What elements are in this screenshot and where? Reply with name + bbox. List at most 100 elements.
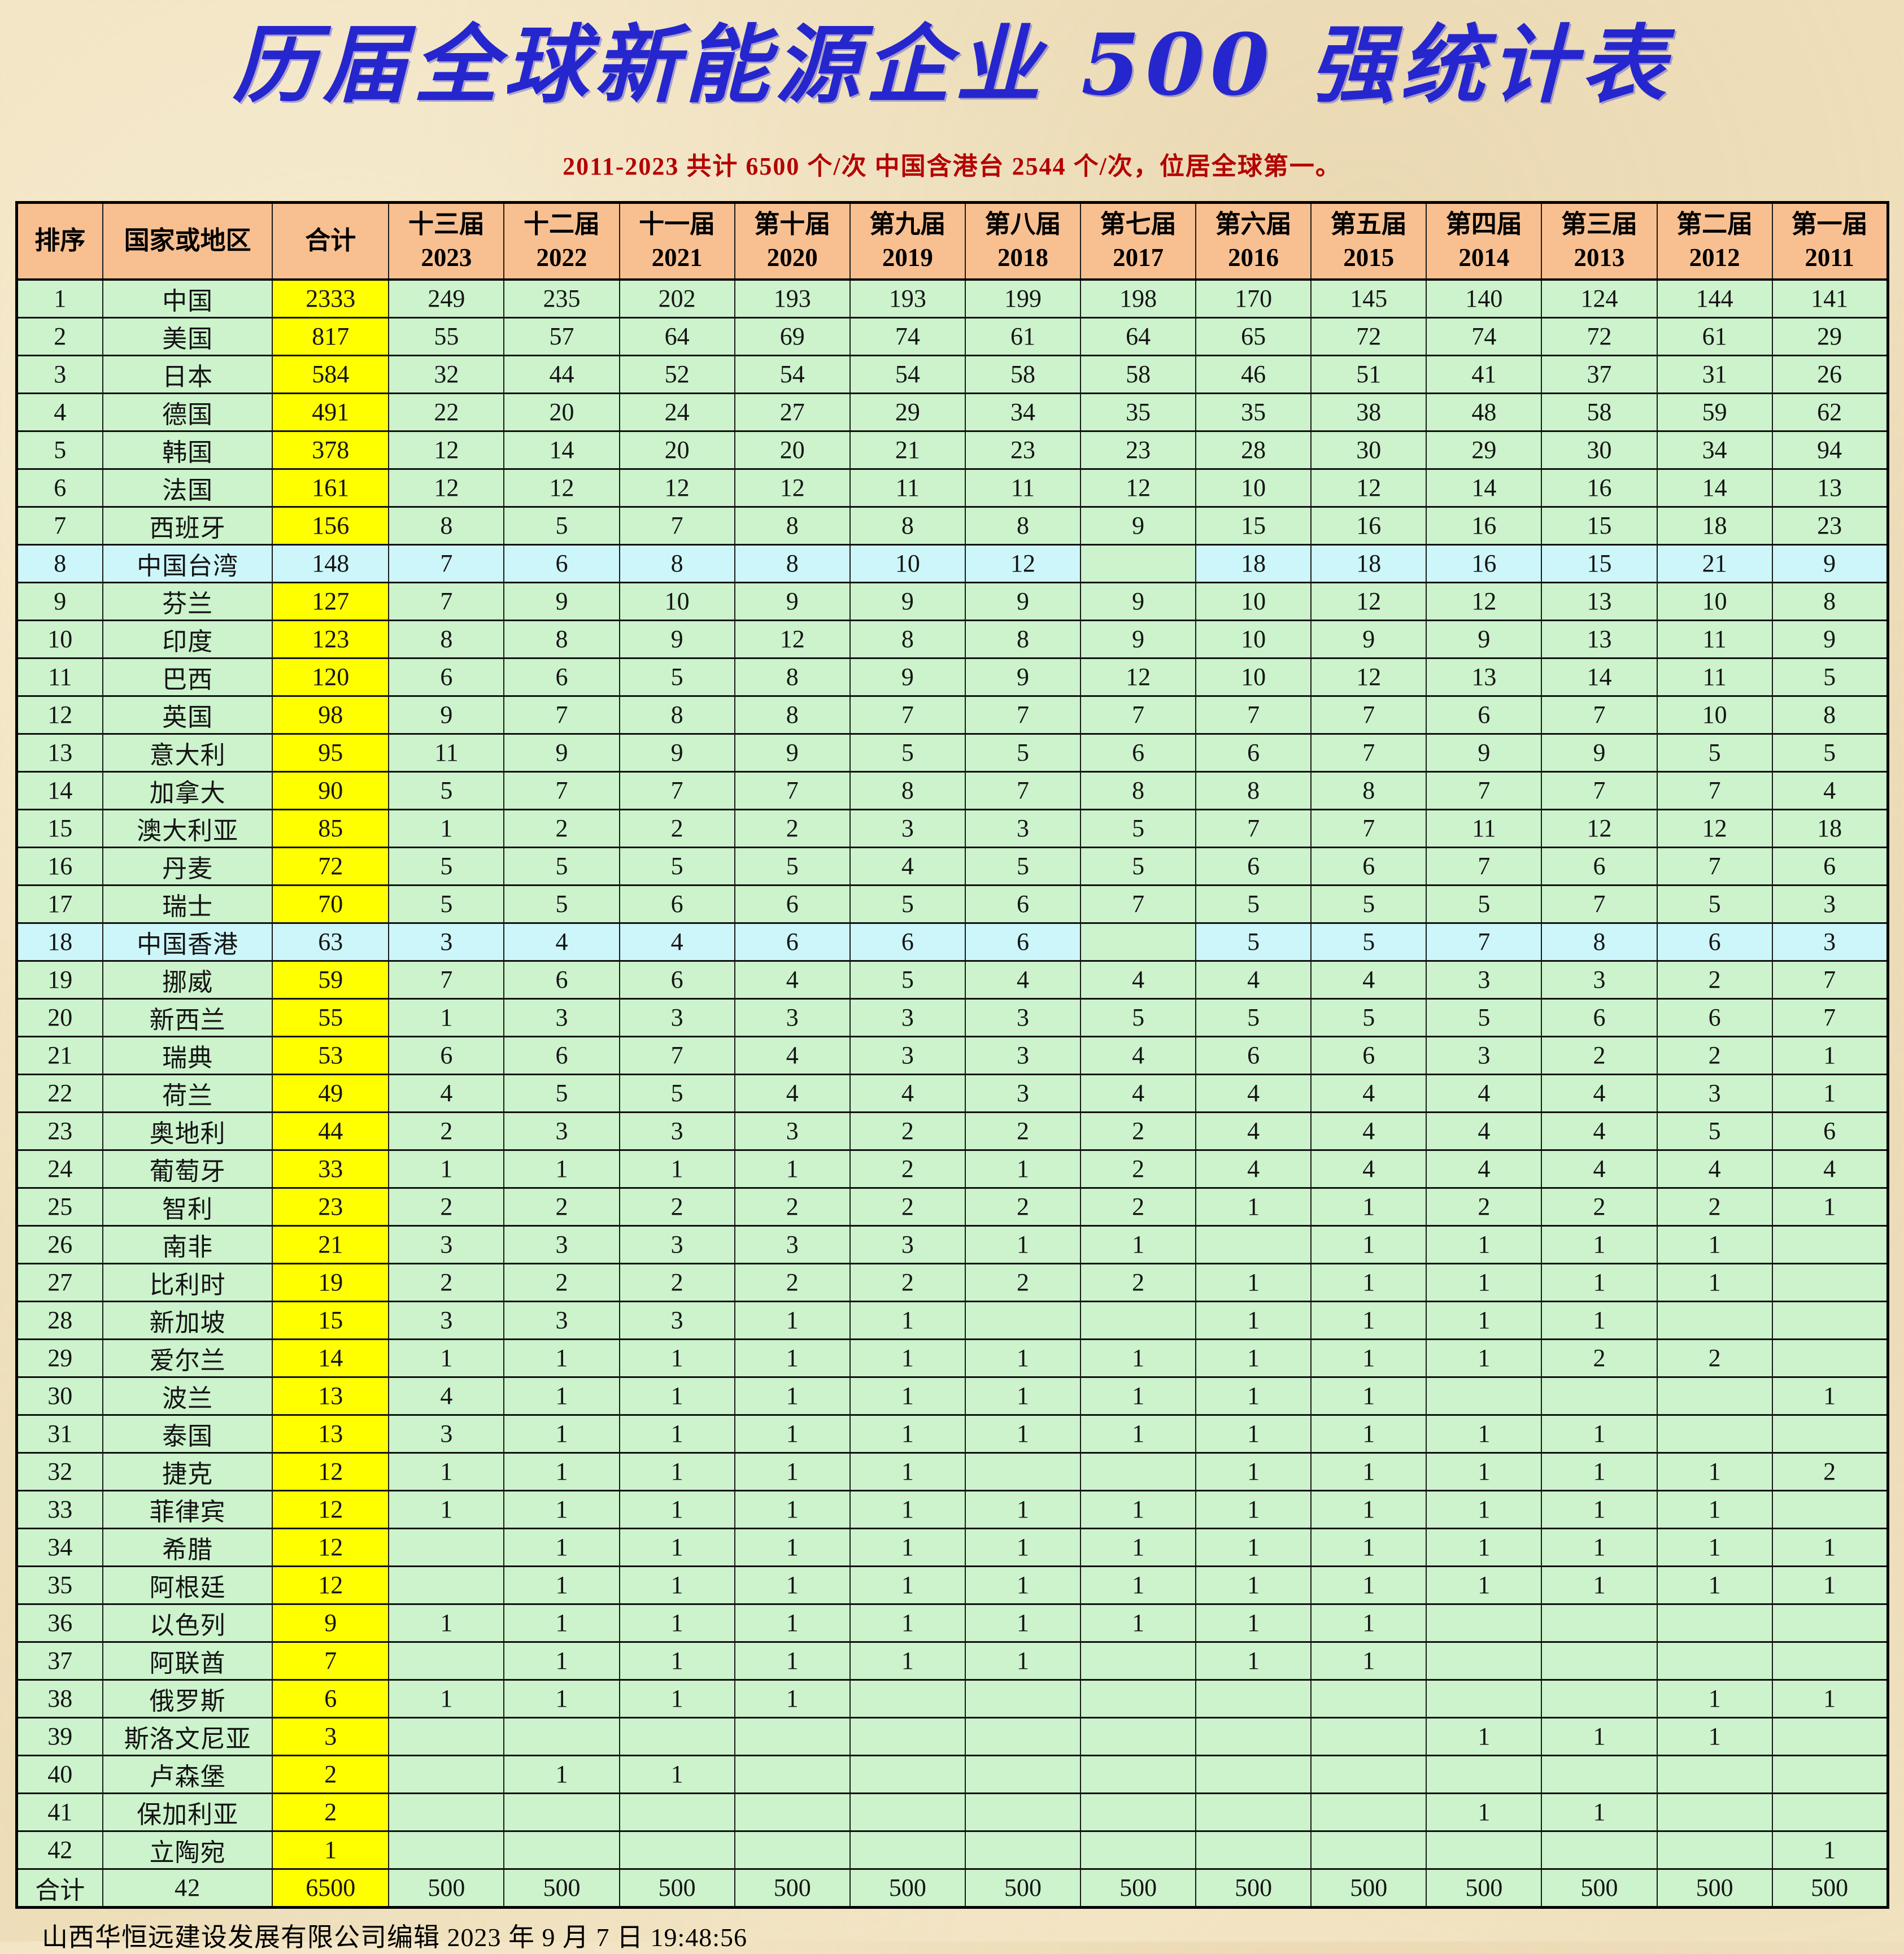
value-cell [1080, 1641, 1197, 1681]
rank-cell: 28 [15, 1300, 104, 1340]
value-cell: 1 [1426, 1451, 1543, 1491]
value-cell: 1 [964, 1338, 1082, 1378]
header-row: 排序 国家或地区 合计 十三届 2023 十二届 2022 十一届 2021 第十届 2020 第九届… [15, 201, 1889, 281]
value-cell [1195, 1792, 1312, 1832]
table-row: 3 日本 584 32 44 52 54 54 58 58 46 51 41 37 31 26 [15, 354, 1889, 394]
value-cell: 4 [388, 1073, 505, 1113]
value-cell: 1 [1310, 1262, 1427, 1302]
rank-cell: 27 [15, 1262, 104, 1302]
value-cell: 5 [618, 846, 735, 886]
rank-cell: 40 [15, 1754, 104, 1794]
value-cell: 4 [1541, 1111, 1658, 1151]
value-cell: 6 [1195, 732, 1312, 773]
value-cell: 2 [1080, 1149, 1197, 1189]
value-cell [1080, 1830, 1197, 1870]
table-row: 27 比利时 19 2 2 2 2 2 2 2 1 1 1 1 1 [15, 1262, 1889, 1302]
value-cell: 1 [1771, 1376, 1889, 1416]
value-cell: 8 [849, 770, 966, 810]
value-cell [964, 1678, 1082, 1719]
value-cell: 198 [1080, 278, 1197, 319]
value-cell: 1 [849, 1527, 966, 1567]
value-cell: 7 [1310, 695, 1427, 735]
total-cell: 44 [272, 1111, 390, 1151]
value-cell [849, 1792, 966, 1832]
rank-cell: 1 [15, 278, 104, 319]
value-cell: 6 [964, 922, 1082, 962]
value-cell: 2 [503, 1187, 620, 1227]
value-cell: 15 [1541, 543, 1658, 583]
value-cell [618, 1792, 735, 1832]
country-cell: 中国香港 [102, 922, 273, 962]
value-cell: 27 [734, 392, 851, 432]
value-cell: 500 [1426, 1868, 1543, 1908]
table-row: 28 新加坡 15 3 3 3 1 1 1 1 1 1 [15, 1300, 1889, 1340]
value-cell: 145 [1310, 278, 1427, 319]
total-cell: 123 [272, 619, 390, 659]
col-header-2020: 第十届 2020 [734, 201, 851, 281]
value-cell: 1 [1656, 1224, 1773, 1264]
value-cell: 1 [849, 1641, 966, 1681]
value-cell: 69 [734, 316, 851, 356]
value-cell [1195, 1678, 1312, 1719]
country-cell: 捷克 [102, 1451, 273, 1491]
rank-cell: 20 [15, 997, 104, 1037]
value-cell: 8 [964, 505, 1082, 546]
value-cell: 2 [1656, 1338, 1773, 1378]
value-cell: 7 [849, 695, 966, 735]
table-row: 12 英国 98 9 7 8 8 7 7 7 7 7 6 7 10 8 [15, 695, 1889, 735]
value-cell: 6 [618, 959, 735, 1000]
value-cell: 2 [388, 1187, 505, 1227]
table-row: 33 菲律宾 12 1 1 1 1 1 1 1 1 1 1 1 1 [15, 1489, 1889, 1529]
value-cell: 1 [964, 1565, 1082, 1605]
value-cell: 2 [964, 1111, 1082, 1151]
value-cell: 7 [1310, 732, 1427, 773]
value-cell: 2 [849, 1111, 966, 1151]
value-cell: 3 [503, 1111, 620, 1151]
value-cell: 5 [618, 1073, 735, 1113]
value-cell: 9 [618, 732, 735, 773]
value-cell [388, 1527, 505, 1567]
value-cell: 1 [1426, 1338, 1543, 1378]
value-cell [1656, 1641, 1773, 1681]
value-cell: 1 [1541, 1300, 1658, 1340]
value-cell: 4 [618, 922, 735, 962]
value-cell: 140 [1426, 278, 1543, 319]
value-cell: 58 [964, 354, 1082, 394]
table-row: 15 澳大利亚 85 1 2 2 2 3 3 5 7 7 11 12 12 18 [15, 808, 1889, 848]
value-cell: 4 [1771, 770, 1889, 810]
page-title: 历届全球新能源企业 500 强统计表 [232, 15, 1672, 115]
rank-cell: 18 [15, 922, 104, 962]
value-cell: 1 [734, 1603, 851, 1643]
country-cell: 瑞士 [102, 884, 273, 924]
value-cell: 3 [964, 808, 1082, 848]
value-cell: 4 [1080, 1035, 1197, 1075]
total-cell: 12 [272, 1489, 390, 1529]
country-cell: 挪威 [102, 959, 273, 1000]
value-cell: 1 [618, 1489, 735, 1529]
table-row: 21 瑞典 53 6 6 7 4 3 3 4 6 6 3 2 2 1 [15, 1035, 1889, 1075]
value-cell: 55 [388, 316, 505, 356]
value-cell: 5 [503, 505, 620, 546]
value-cell [1656, 1300, 1773, 1340]
col-header-2012: 第二届 2012 [1656, 201, 1773, 281]
value-cell: 1 [1310, 1641, 1427, 1681]
value-cell: 170 [1195, 278, 1312, 319]
value-cell: 1 [1310, 1451, 1427, 1491]
rank-cell: 7 [15, 505, 104, 546]
value-cell [1080, 1451, 1197, 1491]
value-cell: 15 [1195, 505, 1312, 546]
table-row: 38 俄罗斯 6 1 1 1 1 1 1 [15, 1678, 1889, 1719]
value-cell: 14 [1426, 468, 1543, 508]
value-cell: 1 [1426, 1414, 1543, 1454]
value-cell: 54 [734, 354, 851, 394]
value-cell: 7 [1426, 770, 1543, 810]
value-cell: 1 [388, 1451, 505, 1491]
value-cell: 1 [388, 1603, 505, 1643]
total-cell: 98 [272, 695, 390, 735]
value-cell [1426, 1376, 1543, 1416]
value-cell [1195, 1716, 1312, 1756]
value-cell: 3 [618, 1111, 735, 1151]
value-cell: 94 [1771, 430, 1889, 470]
value-cell [1771, 1489, 1889, 1529]
total-cell: 6500 [272, 1868, 390, 1908]
